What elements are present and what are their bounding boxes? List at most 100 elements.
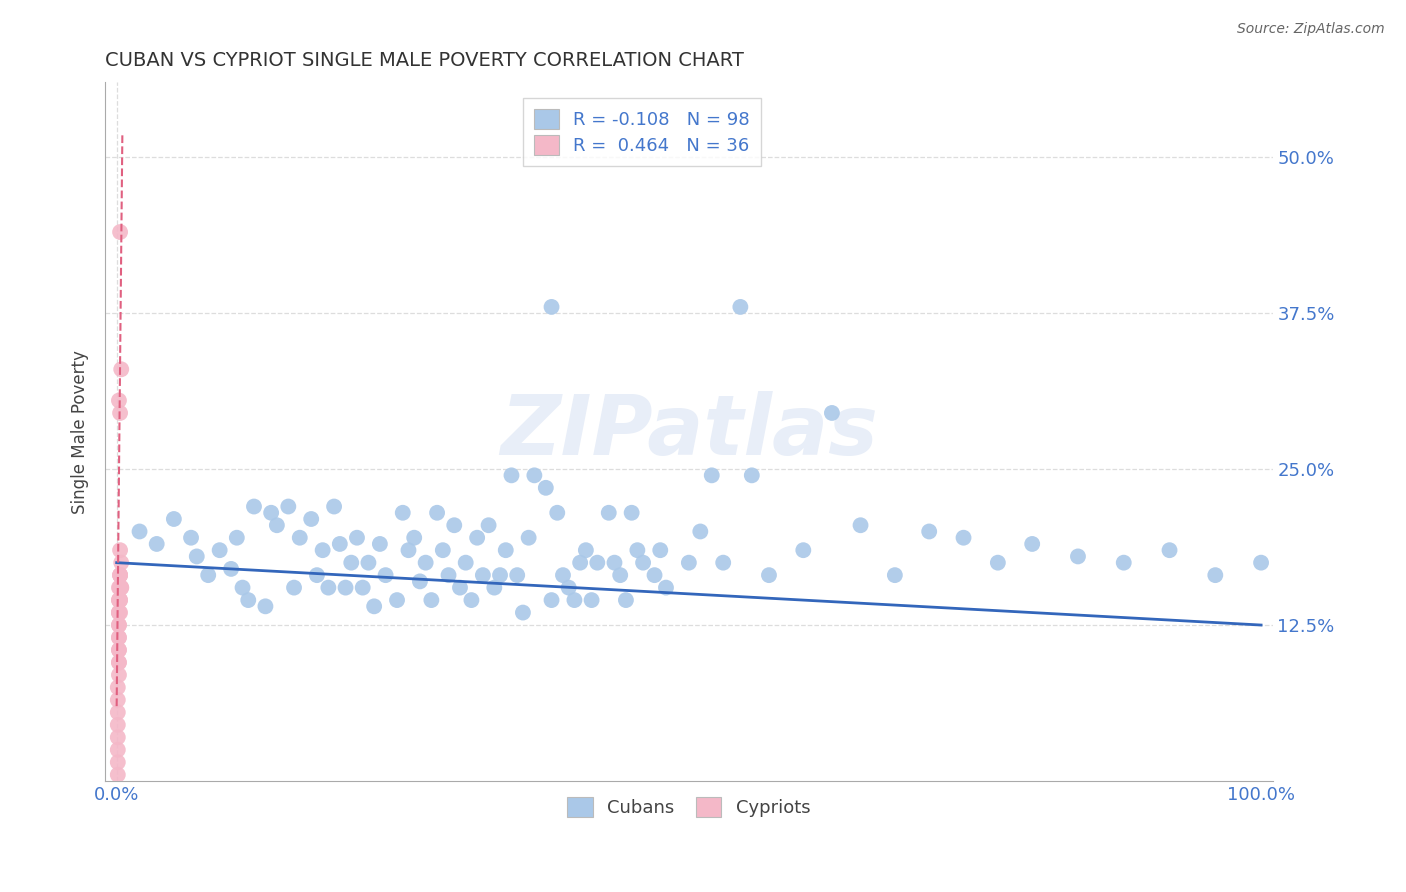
Point (108, 581, 131, 595)
Point (108, 593, 131, 607)
Point (128, 524, 150, 539)
Text: Source: ZipAtlas.com: Source: ZipAtlas.com (1237, 22, 1385, 37)
Point (883, 568, 905, 582)
Point (849, 518, 872, 533)
Point (557, 581, 579, 595)
Point (443, 518, 465, 533)
Point (603, 556, 626, 570)
Point (323, 500, 346, 514)
Point (609, 568, 631, 582)
Point (107, 681, 129, 695)
Point (238, 593, 260, 607)
Point (108, 656, 131, 670)
Point (586, 556, 609, 570)
Point (108, 581, 131, 595)
Point (197, 568, 219, 582)
Point (243, 500, 266, 514)
Point (108, 606, 131, 620)
Point (506, 568, 529, 582)
Point (644, 568, 666, 582)
Point (219, 562, 242, 576)
Point (163, 512, 186, 526)
Point (107, 768, 129, 782)
Point (110, 362, 132, 376)
Point (374, 568, 396, 582)
Point (352, 581, 374, 595)
Point (650, 543, 672, 558)
Point (108, 631, 131, 645)
Point (1067, 549, 1090, 564)
Point (454, 556, 477, 570)
Point (409, 574, 432, 589)
Point (108, 543, 131, 558)
Point (108, 593, 131, 607)
Point (110, 581, 132, 595)
Point (404, 531, 426, 545)
Point (107, 718, 129, 732)
Point (523, 468, 546, 483)
Point (741, 468, 763, 483)
Point (108, 225, 131, 239)
Point (357, 556, 380, 570)
Point (107, 756, 129, 770)
Point (575, 543, 598, 558)
Point (254, 599, 277, 614)
Point (108, 643, 131, 657)
Point (110, 581, 132, 595)
Point (186, 549, 208, 564)
Point (305, 568, 328, 582)
Point (108, 568, 131, 582)
Point (711, 556, 734, 570)
Point (540, 593, 562, 607)
Point (363, 599, 385, 614)
Point (730, 300, 752, 314)
Point (517, 531, 540, 545)
Point (792, 543, 814, 558)
Point (108, 581, 131, 595)
Point (108, 593, 131, 607)
Point (108, 656, 131, 670)
Point (426, 506, 449, 520)
Point (987, 556, 1010, 570)
Point (260, 506, 283, 520)
Point (415, 556, 437, 570)
Point (471, 568, 494, 582)
Point (108, 593, 131, 607)
Point (108, 406, 131, 420)
Point (564, 593, 586, 607)
Point (108, 393, 131, 408)
Point (1204, 568, 1226, 582)
Point (918, 524, 941, 539)
Point (108, 606, 131, 620)
Point (108, 618, 131, 632)
Point (108, 643, 131, 657)
Point (299, 512, 322, 526)
Point (1159, 543, 1181, 558)
Point (631, 556, 654, 570)
Point (689, 524, 711, 539)
Point (598, 506, 620, 520)
Point (329, 537, 352, 551)
Point (368, 537, 391, 551)
Point (495, 543, 517, 558)
Point (277, 500, 299, 514)
Point (551, 568, 574, 582)
Point (465, 531, 488, 545)
Point (107, 731, 129, 745)
Point (449, 581, 471, 595)
Point (700, 468, 723, 483)
Point (546, 506, 568, 520)
Point (346, 531, 368, 545)
Point (266, 518, 288, 533)
Point (232, 581, 254, 595)
Y-axis label: Single Male Poverty: Single Male Poverty (72, 350, 89, 514)
Point (758, 568, 780, 582)
Point (225, 531, 247, 545)
Point (952, 531, 974, 545)
Point (460, 593, 482, 607)
Point (540, 300, 562, 314)
Point (581, 593, 603, 607)
Point (489, 568, 512, 582)
Point (655, 581, 678, 595)
Point (180, 531, 202, 545)
